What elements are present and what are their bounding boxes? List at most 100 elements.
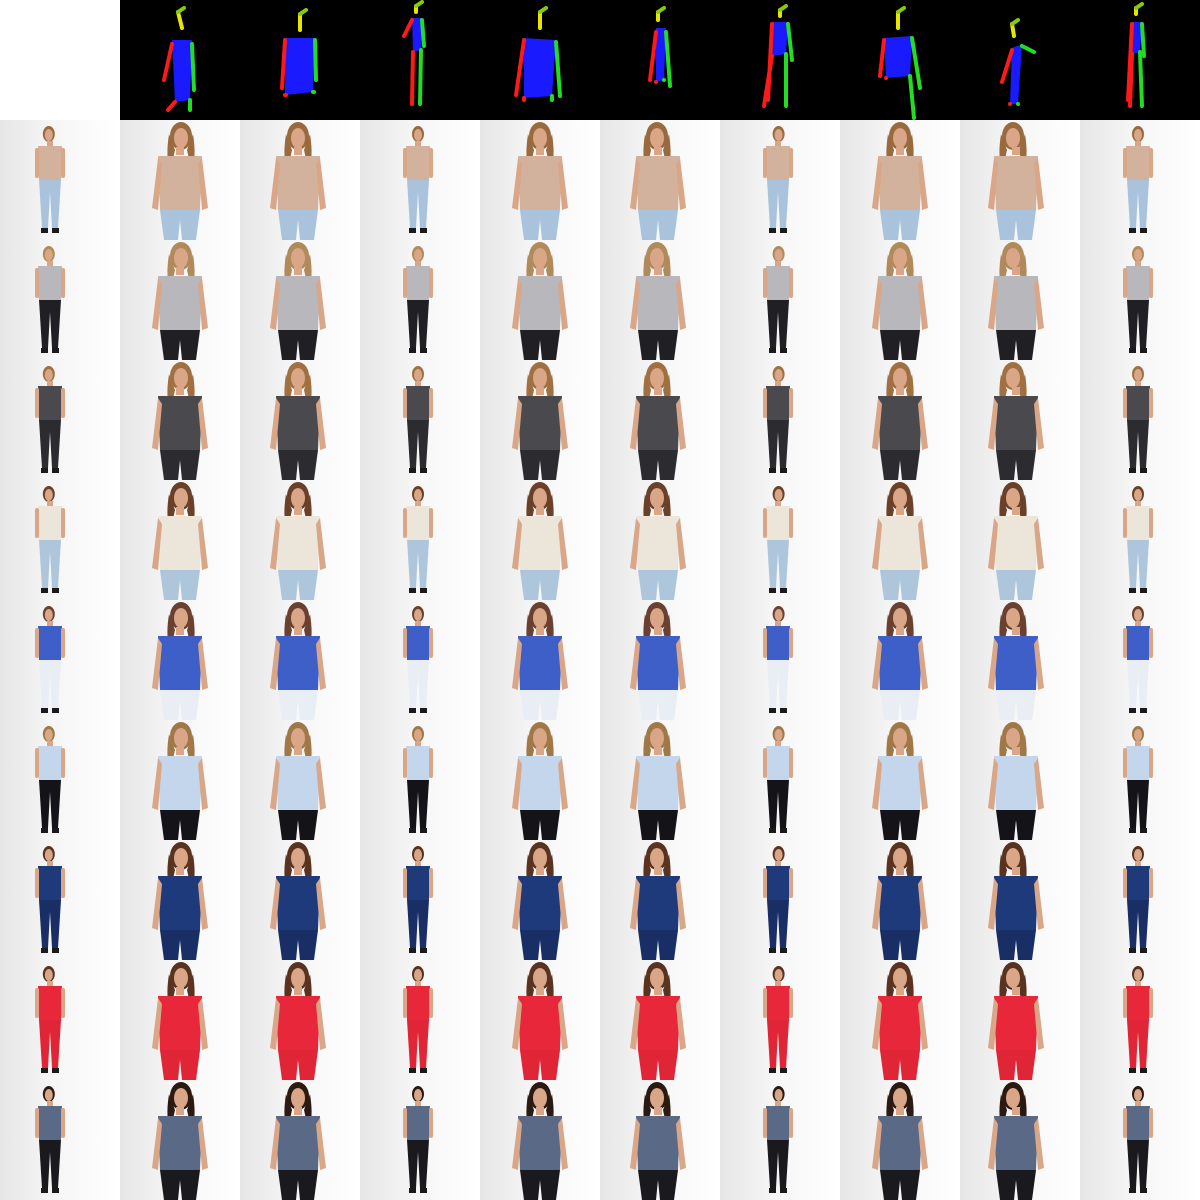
person-figure: [152, 242, 208, 360]
left-shoe: [41, 828, 48, 833]
left-shoe: [41, 348, 48, 353]
left-arm: [630, 1118, 640, 1170]
bottom-garment: [880, 570, 920, 600]
bottom-garment: [520, 450, 560, 480]
bottom-garment: [160, 1050, 200, 1080]
generated-photo-gray-knit-black-pants-8: [960, 240, 1080, 360]
generated-photo-beige-tank-light-jeans-3: [360, 120, 480, 240]
top-garment: [994, 1116, 1038, 1170]
right-arm: [676, 278, 686, 330]
generated-photo-gray-knit-black-pants-7: [840, 240, 960, 360]
right-arm: [1149, 508, 1153, 538]
neck: [294, 867, 302, 875]
generated-photo-cream-sweater-ripped-jeans-8: [960, 480, 1080, 600]
right-arm: [61, 988, 65, 1018]
neck: [536, 867, 544, 875]
top-garment: [406, 146, 430, 180]
right-arm: [676, 758, 686, 810]
left-arm: [403, 988, 407, 1018]
left-arm: [270, 278, 280, 330]
right-arm: [61, 1108, 65, 1138]
face: [291, 968, 305, 988]
left-arm: [152, 878, 162, 930]
top-garment: [518, 276, 562, 330]
right-shoe: [420, 228, 427, 233]
right-arm: [61, 148, 65, 178]
person-figure: [270, 362, 326, 480]
top-garment: [878, 876, 922, 930]
bottom-garment: [160, 210, 200, 240]
face: [174, 488, 188, 508]
right-limb: [420, 18, 426, 48]
right-arm: [1149, 268, 1153, 298]
top-garment: [406, 386, 430, 420]
face: [650, 968, 664, 988]
right-shoe: [52, 1188, 59, 1193]
left-arm: [35, 988, 39, 1018]
bottom-garment: [880, 810, 920, 840]
right-arm: [676, 158, 686, 210]
right-arm: [429, 148, 433, 178]
bottom-garment: [407, 900, 429, 948]
left-limb: [648, 30, 658, 82]
pose-skeleton-2: [280, 8, 318, 97]
person-figure: [872, 602, 928, 720]
bottom-garment: [1127, 420, 1149, 468]
generated-photo-gray-knit-black-pants-3: [360, 240, 480, 360]
left-arm: [630, 638, 640, 690]
top-garment: [994, 156, 1038, 210]
neck: [654, 1107, 662, 1115]
generated-photo-blue-tank-white-shorts-9: [1080, 600, 1200, 720]
person-figure: [512, 242, 568, 360]
generated-photo-light-blue-cami-black-leggings-4: [480, 720, 600, 840]
right-shoe: [1140, 348, 1147, 353]
right-arm: [316, 878, 326, 930]
generated-photo-patterned-romper-2: [240, 360, 360, 480]
source-photo-red-dress-0: [0, 960, 120, 1080]
neck: [47, 861, 53, 866]
head-line: [298, 8, 308, 16]
top-garment: [636, 516, 680, 570]
left-arm: [152, 758, 162, 810]
face: [774, 369, 783, 381]
face: [650, 248, 664, 268]
right-shoe: [780, 828, 787, 833]
generated-photo-light-blue-cami-black-leggings-1: [120, 720, 240, 840]
top-garment: [158, 1116, 202, 1170]
bottom-garment: [767, 420, 789, 468]
left-arm: [403, 1108, 407, 1138]
left-arm: [872, 398, 882, 450]
bottom-garment: [1127, 1140, 1149, 1188]
neck: [294, 267, 302, 275]
neck: [536, 267, 544, 275]
left-shoe: [1129, 828, 1136, 833]
generated-photo-navy-lace-dress-6: [720, 840, 840, 960]
right-arm: [1149, 988, 1153, 1018]
bottom-garment: [39, 540, 61, 588]
person-figure: [988, 602, 1044, 720]
bottom-garment: [996, 930, 1036, 960]
head-line: [176, 6, 186, 14]
face: [650, 488, 664, 508]
generated-photo-red-dress-5: [600, 960, 720, 1080]
top-garment: [38, 746, 62, 780]
left-arm: [1123, 748, 1127, 778]
face: [44, 609, 53, 621]
person-figure: [988, 1082, 1044, 1200]
generated-photo-plaid-tee-black-jeans-1: [120, 1080, 240, 1200]
top-garment: [766, 266, 790, 300]
generated-photo-gray-knit-black-pants-1: [120, 240, 240, 360]
top-garment: [158, 396, 202, 450]
bottom-garment: [39, 900, 61, 948]
face: [774, 129, 783, 141]
right-shoe: [1140, 1068, 1147, 1073]
head-line: [1010, 18, 1020, 26]
neck: [775, 861, 781, 866]
generated-photo-red-dress-2: [240, 960, 360, 1080]
bottom-garment: [278, 570, 318, 600]
generated-photo-blue-tank-white-shorts-2: [240, 600, 360, 720]
source-photo-light-blue-cami-black-leggings-0: [0, 720, 120, 840]
person-figure: [763, 1086, 793, 1193]
right-arm: [61, 508, 65, 538]
right-shoe: [780, 468, 787, 473]
